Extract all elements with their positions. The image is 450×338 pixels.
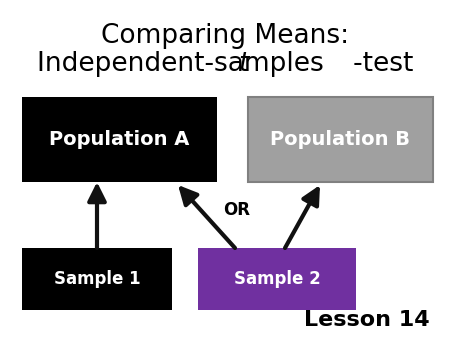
Text: Sample 1: Sample 1 bbox=[54, 270, 140, 288]
Text: Independent-samples     -test: Independent-samples -test bbox=[37, 51, 413, 77]
Bar bbox=[248, 97, 433, 182]
Text: OR: OR bbox=[224, 201, 251, 219]
Text: Sample 2: Sample 2 bbox=[234, 270, 320, 288]
Text: Comparing Means:: Comparing Means: bbox=[101, 23, 349, 49]
Bar bbox=[198, 248, 356, 310]
Text: Population A: Population A bbox=[50, 130, 190, 149]
Text: Lesson 14: Lesson 14 bbox=[304, 310, 430, 330]
Text: Population B: Population B bbox=[270, 130, 410, 149]
Text: t: t bbox=[239, 51, 249, 77]
Bar bbox=[22, 248, 172, 310]
Bar bbox=[22, 97, 217, 182]
